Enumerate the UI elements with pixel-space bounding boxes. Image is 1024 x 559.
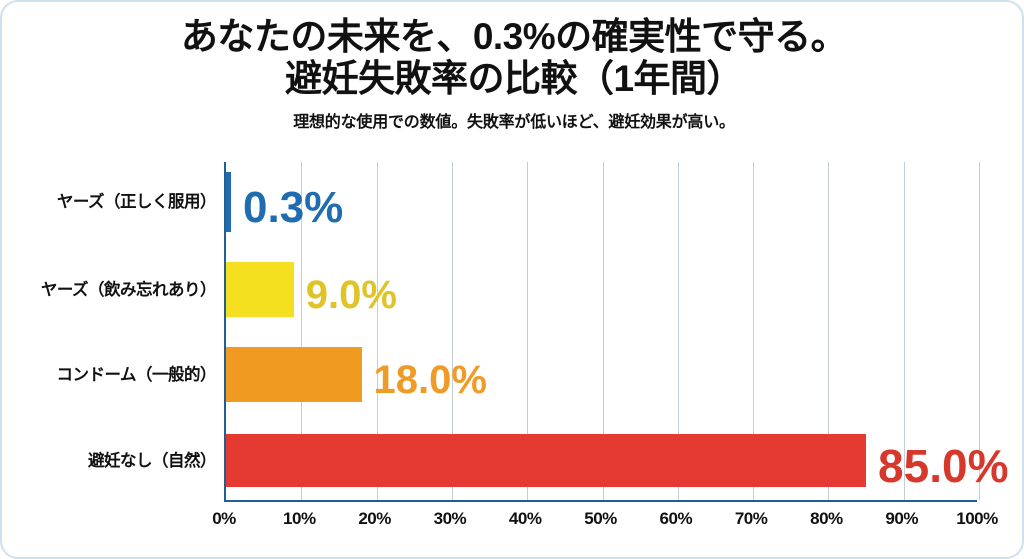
- bar-value-label: 9.0%: [305, 272, 397, 317]
- bar-value-label: 0.3%: [243, 182, 344, 232]
- x-axis-tick-label: 50%: [584, 509, 617, 528]
- x-axis-tick-label: 60%: [659, 509, 693, 528]
- bar-value-label: 18.0%: [373, 357, 487, 402]
- category-label: コンドーム（一般的）: [56, 365, 216, 384]
- gridline: [451, 162, 453, 500]
- x-axis-tick-label: 0%: [212, 509, 236, 528]
- page-title-line-2: 避妊失敗率の比較（1年間）: [284, 58, 744, 99]
- gridline: [301, 162, 303, 500]
- page-title-line-1: あなたの未来を、0.3%の確実性で守る。: [180, 16, 848, 57]
- gridline: [753, 162, 755, 500]
- category-label: ヤーズ（正しく服用）: [56, 193, 217, 211]
- x-axis-tick-label: 80%: [810, 509, 843, 528]
- plot-area: 0.3% 9.0% 18.0% 85.0%: [224, 162, 1008, 502]
- bar: [226, 262, 294, 317]
- x-axis-tick-label: 70%: [734, 509, 768, 528]
- x-axis-tick-label: 10%: [283, 509, 316, 528]
- x-axis-ticks: 0% 10% 20% 30% 40% 50% 60% 70% 80% 90% 100%: [212, 509, 998, 539]
- title-block: あなたの未来を、0.3%の確実性で守る。 避妊失敗率の比較（1年間） 理想的な使…: [2, 16, 1022, 133]
- x-axis-tick-label: 40%: [508, 509, 542, 528]
- chart-subtitle: 理想的な使用での数値。失敗率が低いほど、避妊効果が高い。: [293, 114, 735, 131]
- gridline: [527, 162, 529, 500]
- bar: [226, 434, 867, 487]
- gridline: [376, 162, 378, 500]
- bar: [226, 172, 231, 232]
- gridline: [979, 162, 980, 500]
- category-label: ヤーズ（飲み忘れあり）: [40, 280, 217, 299]
- category-label: 避妊なし（自然）: [88, 451, 217, 470]
- category-label-column: ヤーズ（正しく服用） ヤーズ（飲み忘れあり） コンドーム（一般的） 避妊なし（自然）: [2, 2, 217, 557]
- bar-value-label: 85.0%: [878, 440, 1009, 493]
- x-axis-tick-label: 100%: [956, 509, 998, 528]
- x-axis-tick-label: 20%: [358, 509, 391, 528]
- bar: [226, 347, 362, 402]
- x-axis-tick-label: 90%: [885, 509, 918, 528]
- gridline: [828, 162, 830, 500]
- gridline: [677, 162, 679, 500]
- gridline: [602, 162, 604, 500]
- x-axis-tick-label: 30%: [433, 509, 467, 528]
- gridline: [903, 162, 905, 500]
